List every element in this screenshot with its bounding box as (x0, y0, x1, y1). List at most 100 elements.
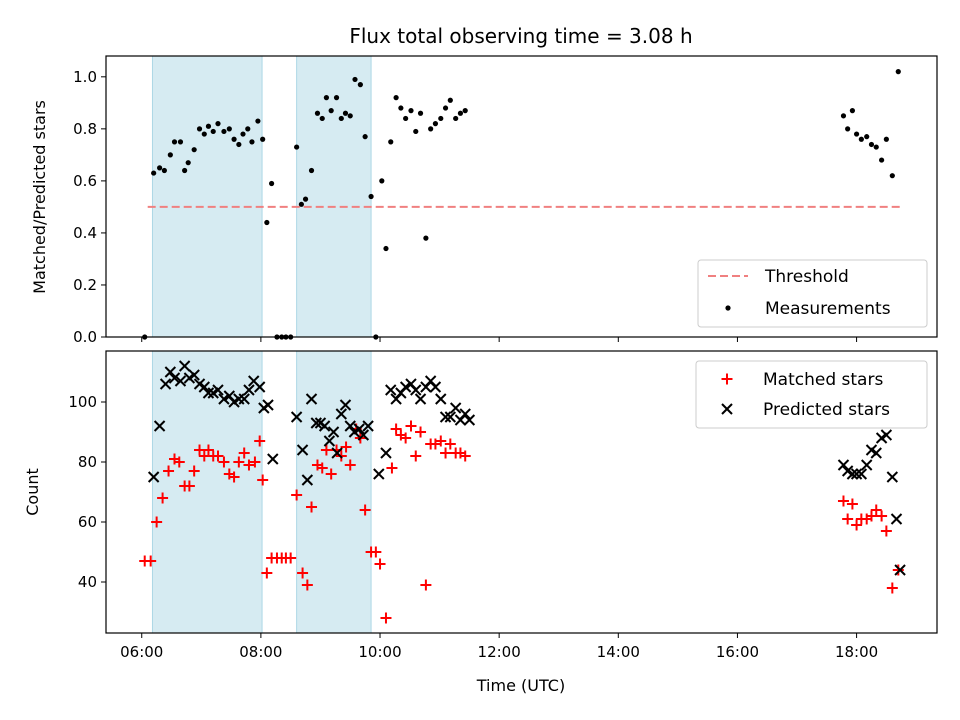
matched-star-point (233, 456, 245, 468)
measurement-point (428, 126, 434, 132)
ratio-panel: 0.0 0.2 0.4 0.6 0.8 1.0 Matched/Predicted sta… (30, 55, 938, 346)
measurement-point (231, 136, 237, 142)
predicted-star-point (886, 471, 899, 483)
measurement-point (269, 180, 275, 187)
measurement-point (185, 160, 191, 166)
measurement-point (205, 123, 212, 129)
measurement-point (342, 110, 349, 116)
measurement-point (868, 141, 875, 148)
matched-star-point (183, 480, 195, 492)
y-tick-label: 0.8 (73, 120, 97, 138)
matched-star-point (254, 435, 266, 447)
matched-star-point (173, 456, 185, 468)
matched-star-point (374, 558, 386, 570)
matched-star-point (157, 492, 169, 504)
x-tick-label: 16:00 (716, 643, 759, 661)
matched-star-point (405, 420, 417, 432)
measurement-point (157, 165, 163, 171)
measurement-point (264, 219, 270, 226)
matched-star-point (444, 438, 456, 450)
measurement-point (432, 121, 439, 127)
matched-star-point (837, 495, 849, 507)
measurement-point (840, 113, 847, 119)
predicted-star-point (846, 468, 859, 480)
measurement-point (883, 136, 889, 142)
measurement-point (161, 167, 167, 174)
measurement-point (403, 115, 409, 122)
predicted-star-point (870, 447, 882, 459)
predicted-star-point (147, 471, 160, 483)
measurement-point (895, 69, 901, 75)
measurement-point (260, 136, 266, 142)
matched-star-point (459, 450, 471, 462)
measurement-point (368, 193, 374, 200)
measurement-point (177, 139, 184, 145)
ratio-legend-box (697, 259, 928, 328)
ratio-legend: Threshold Measurements (697, 259, 928, 328)
measurement-point (879, 157, 885, 163)
measurement-point (398, 105, 404, 111)
predicted-star-point (344, 420, 356, 432)
predicted-star-point (238, 393, 250, 405)
legend-matched-marker (721, 373, 733, 385)
measurement-point (393, 95, 399, 101)
measurement-point (328, 108, 334, 114)
measurement-point (864, 134, 870, 140)
matched-star-point (876, 510, 888, 522)
legend-threshold-label: Threshold (764, 267, 849, 287)
matched-star-point (380, 612, 392, 624)
matched-star-point (440, 447, 452, 459)
predicted-star-point (174, 375, 187, 387)
predicted-star-point (323, 435, 336, 447)
measurement-point (357, 82, 363, 88)
predicted-star-point (262, 399, 274, 411)
predicted-star-point (353, 423, 365, 435)
matched-star-point (892, 564, 904, 576)
measurement-point (171, 139, 178, 145)
matched-star-point (880, 525, 892, 537)
predicted-star-point (894, 564, 906, 576)
predicted-star-point (153, 420, 166, 432)
predicted-star-point (861, 459, 873, 471)
measurement-point (388, 139, 394, 145)
matched-star-point (886, 582, 898, 594)
y-tick-label: 40 (78, 573, 97, 591)
matched-star-point (851, 519, 863, 531)
predicted-star-point (305, 393, 318, 405)
legend-matched-label: Matched stars (763, 370, 883, 390)
predicted-star-point (429, 381, 442, 393)
predicted-star-point (855, 468, 868, 480)
measurement-point (442, 105, 449, 111)
measurement-point (362, 134, 368, 140)
measurement-point (226, 126, 232, 132)
measurement-point (294, 144, 300, 150)
y-tick-label: 0.2 (73, 276, 97, 294)
count-legend-box (695, 360, 928, 429)
legend-predicted-label: Predicted stars (763, 400, 890, 420)
count-panel: 40 60 80 100 06:00 08:00 10:00 12:00 14:00 16:00… (23, 350, 938, 695)
matched-star-point (386, 462, 398, 474)
predicted-star-point (357, 429, 370, 441)
measurement-point (873, 144, 879, 150)
predicted-star-point (243, 384, 255, 396)
matched-star-point (238, 447, 250, 459)
matched-star-point (400, 432, 412, 444)
count-y-axis-label: Count (23, 468, 42, 516)
ratio-panel-frame (105, 55, 938, 338)
predicted-star-point (212, 384, 224, 396)
x-tick-label: 12:00 (478, 643, 521, 661)
measurement-point (417, 110, 424, 116)
predicted-star-point (444, 411, 457, 423)
count-panel-frame (105, 350, 938, 634)
legend-plus-glyph (721, 373, 733, 385)
predicted-star-point (459, 408, 471, 420)
predicted-star-point (880, 429, 893, 441)
predicted-star-point (339, 399, 352, 411)
measurement-point (457, 110, 464, 116)
predicted-star-point (362, 420, 374, 432)
matched-star-point (870, 504, 882, 516)
measurement-point (462, 108, 468, 114)
predicted-star-point (385, 384, 397, 396)
matched-star-point (370, 546, 382, 558)
measurement-point (423, 235, 429, 241)
